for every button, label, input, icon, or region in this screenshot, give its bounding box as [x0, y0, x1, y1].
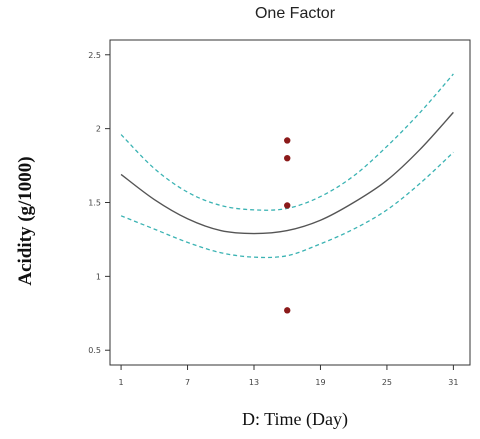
y-axis-label: Acidity (g/1000)	[15, 156, 36, 286]
series-line-prediction	[120, 111, 454, 235]
series-line-lower-band	[120, 151, 454, 259]
x-tick-label: 25	[382, 378, 392, 387]
data-point	[284, 137, 291, 144]
plot-frame	[109, 39, 471, 366]
y-tick-label: 2	[96, 125, 101, 134]
y-tick-label: 1.5	[88, 199, 101, 208]
data-point	[284, 154, 291, 162]
data-point	[284, 202, 291, 209]
x-axis-label: D: Time (Day)	[241, 409, 348, 429]
x-tick-label: 19	[315, 378, 325, 387]
x-tick-label: 13	[249, 378, 259, 387]
design-points	[284, 137, 291, 314]
x-tick-label: 31	[448, 378, 458, 387]
chart-title: One Factor	[254, 5, 336, 22]
y-tick-label: 1	[96, 272, 101, 281]
x-tick-label: 7	[185, 378, 190, 387]
y-tick-label: 0.5	[88, 346, 101, 355]
x-tick-label: 1	[119, 378, 124, 387]
y-tick-label: 2.5	[88, 51, 101, 60]
series-lines	[120, 73, 454, 259]
axes: 0.5 1 1.5 2 2.5 1 7 13 19 25 31	[88, 39, 471, 387]
data-point	[284, 307, 291, 314]
